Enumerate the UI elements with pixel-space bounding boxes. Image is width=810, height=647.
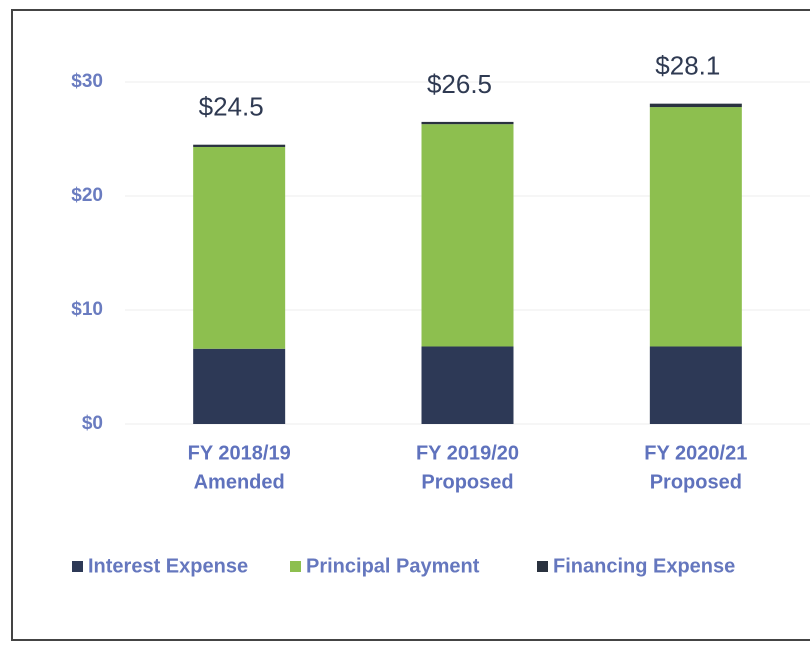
bar-segment bbox=[649, 107, 742, 347]
bar-segment bbox=[421, 124, 514, 347]
bar-segment bbox=[193, 348, 286, 424]
bar-segment bbox=[649, 103, 742, 108]
frame bbox=[11, 9, 810, 641]
legend-swatch bbox=[72, 561, 83, 572]
x-tick-label: FY 2019/20 bbox=[416, 442, 519, 464]
bar-segment bbox=[193, 144, 286, 147]
total-label: $28.1 bbox=[655, 51, 720, 81]
y-tick-label: $20 bbox=[71, 185, 103, 206]
legend-label: Financing Expense bbox=[553, 555, 735, 577]
x-tick-label: Amended bbox=[194, 471, 285, 493]
bar-segment bbox=[193, 146, 286, 349]
y-tick-label: $30 bbox=[71, 71, 103, 92]
x-tick-label: FY 2018/19 bbox=[188, 442, 291, 464]
y-tick-label: $0 bbox=[82, 413, 103, 434]
x-tick-label: FY 2020/21 bbox=[644, 442, 747, 464]
y-tick-label: $10 bbox=[71, 299, 103, 320]
bar-segment bbox=[421, 121, 514, 125]
total-label: $26.5 bbox=[427, 69, 492, 99]
legend-swatch bbox=[290, 561, 301, 572]
legend-label: Principal Payment bbox=[306, 555, 480, 577]
x-tick-label: Proposed bbox=[650, 471, 742, 493]
legend-swatch bbox=[537, 561, 548, 572]
x-tick-label: Proposed bbox=[421, 471, 513, 493]
bar-segment bbox=[421, 346, 514, 424]
bar-segment bbox=[649, 346, 742, 424]
total-label: $24.5 bbox=[199, 92, 264, 122]
legend-label: Interest Expense bbox=[88, 555, 248, 577]
